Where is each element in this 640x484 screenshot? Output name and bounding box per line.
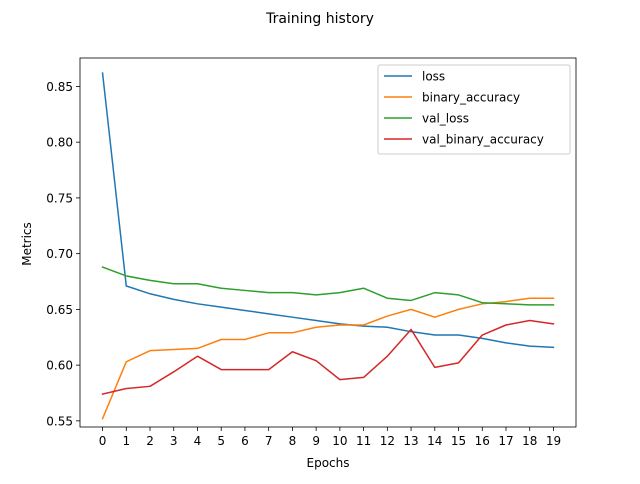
x-tick-label: 18	[522, 434, 537, 448]
y-tick-label: 0.55	[46, 414, 73, 428]
series-line-val-loss	[101, 266, 555, 306]
y-axis-label: Metrics	[20, 222, 34, 266]
x-tick-label: 11	[356, 434, 371, 448]
x-tick-label: 1	[122, 434, 130, 448]
legend-box	[377, 64, 571, 155]
x-tick-label: 5	[217, 434, 225, 448]
x-tick-label: 19	[546, 434, 561, 448]
y-tick-label: 0.70	[46, 247, 73, 261]
series-layer	[101, 72, 555, 420]
x-tick-label: 7	[265, 434, 273, 448]
y-axis-ticks: 0.55 0.60 0.65 0.70 0.75 0.80 0.85	[46, 80, 80, 428]
x-tick-label: 12	[380, 434, 395, 448]
legend-label: loss	[422, 70, 445, 84]
x-tick-label: 9	[312, 434, 320, 448]
series-line-loss	[101, 72, 555, 349]
x-tick-label: 15	[451, 434, 466, 448]
x-tick-label: 14	[427, 434, 442, 448]
legend-label: binary_accuracy	[422, 91, 520, 105]
y-tick-label: 0.75	[46, 191, 73, 205]
y-tick-label: 0.85	[46, 80, 73, 94]
y-tick-label: 0.80	[46, 136, 73, 150]
legend-label: val_binary_accuracy	[422, 133, 544, 147]
x-tick-label: 17	[498, 434, 513, 448]
x-tick-label: 3	[170, 434, 178, 448]
x-tick-label: 8	[289, 434, 297, 448]
legend: loss binary_accuracy val_loss val_binary_ac…	[377, 64, 571, 155]
x-axis-label: Epochs	[307, 456, 350, 470]
series-line-binary-accuracy	[101, 297, 555, 420]
y-tick-label: 0.60	[46, 359, 73, 373]
y-tick-label: 0.65	[46, 303, 73, 317]
x-tick-label: 16	[475, 434, 490, 448]
series-line-val-binary-accuracy	[101, 319, 555, 396]
x-tick-label: 13	[403, 434, 418, 448]
x-axis-ticks: 0 1 2 3 4 5 6 7 8 9 10 11 12 13 14 15 16 17 18 19	[99, 427, 561, 448]
plot-frame	[79, 57, 577, 428]
chart-title: Training history	[265, 11, 374, 27]
x-tick-label: 6	[241, 434, 249, 448]
legend-label: val_loss	[422, 112, 469, 126]
x-tick-label: 2	[146, 434, 154, 448]
x-tick-label: 10	[332, 434, 347, 448]
x-tick-label: 4	[194, 434, 202, 448]
x-tick-label: 0	[99, 434, 107, 448]
